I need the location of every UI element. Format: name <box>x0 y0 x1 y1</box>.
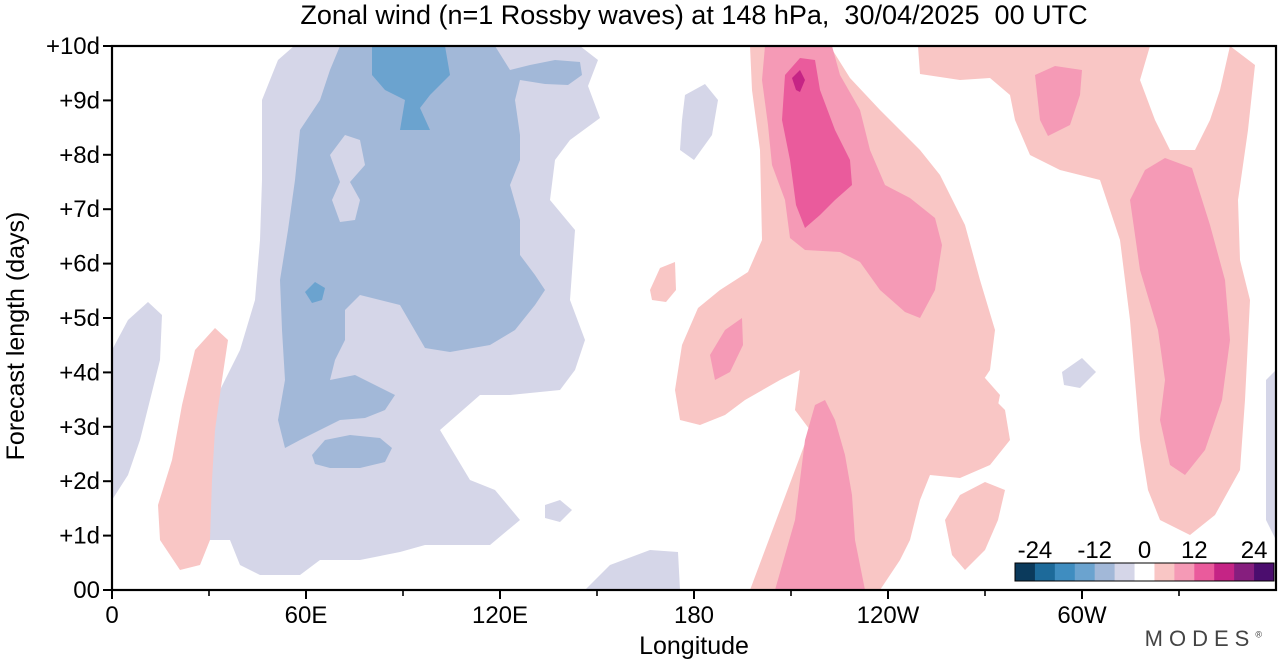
x-axis-label: Longitude <box>639 632 749 660</box>
contour-pos-8-east-b <box>1130 158 1230 475</box>
contour-neg-4-west <box>112 302 162 500</box>
colorbar-swatch <box>1074 563 1096 581</box>
contour-pos-4-island-b <box>930 378 1000 430</box>
axes: 0 60E 120E 180 120W 60W 00 +1d +2d +3d +4d +5d +6d +7… <box>46 33 1180 629</box>
y-tick-label: +1d <box>59 523 100 550</box>
contour-pos-8-east-a <box>1035 66 1082 136</box>
colorbar-swatch <box>1134 563 1155 581</box>
y-tick-label: +8d <box>59 142 100 169</box>
contour-neg-4-small-d <box>1062 358 1096 388</box>
contour-neg-4-hole-a <box>330 135 365 222</box>
contour-pos-4-main <box>675 46 1010 590</box>
colorbar-swatch <box>1094 563 1116 581</box>
colorbar-swatch <box>1054 563 1076 581</box>
contour-neg-12-small <box>305 282 325 303</box>
y-tick-label: 00 <box>73 577 100 604</box>
y-tick-label: +5d <box>59 305 100 332</box>
contour-zero-hole <box>1140 46 1230 150</box>
x-tick-label: 0 <box>105 602 118 629</box>
x-tick-label: 180 <box>674 602 714 629</box>
colorbar-swatch <box>1015 563 1036 581</box>
contour-pos-4-island-a <box>650 262 676 302</box>
colorbar-label: 12 <box>1181 537 1208 564</box>
contour-pos-4-west <box>158 328 228 570</box>
colorbar-label: -12 <box>1077 537 1112 564</box>
colorbar-swatch <box>1114 563 1136 581</box>
contour-neg-4-small-a <box>680 84 718 160</box>
x-tick-label: 120E <box>472 602 528 629</box>
colorbar-swatch <box>1194 563 1215 581</box>
contour-neg-4-east <box>1266 370 1276 540</box>
colorbar-swatch <box>1034 563 1056 581</box>
y-tick-label: +4d <box>59 359 100 386</box>
y-tick-label: +9d <box>59 87 100 114</box>
contour-neg-4-hole-b <box>385 338 420 352</box>
x-tick-label: 120W <box>857 602 920 629</box>
contour-pos-16-core <box>792 70 805 92</box>
contour-pos-12-core <box>782 58 852 228</box>
contour-pos-8-small-a <box>710 318 743 380</box>
contour-neg-8-lower <box>312 435 392 468</box>
colorbar-swatch <box>1154 563 1175 581</box>
modes-logo: MODES® <box>1144 626 1262 651</box>
y-tick-label: +7d <box>59 196 100 223</box>
x-tick-label: 60W <box>1057 602 1107 629</box>
y-tick-label: +2d <box>59 468 100 495</box>
colorbar-label: 24 <box>1241 537 1268 564</box>
chart-title: Zonal wind (n=1 Rossby waves) at 148 hPa… <box>300 0 1088 30</box>
colorbar-legend: -24 -12 0 12 24 <box>1014 537 1275 582</box>
x-tick-label: 60E <box>285 602 328 629</box>
y-tick-label: +6d <box>59 251 100 278</box>
y-tick-label: +10d <box>46 33 100 60</box>
contour-neg-4-small-b <box>545 500 572 522</box>
colorbar-swatch <box>1254 563 1275 581</box>
colorbar-swatch <box>1174 563 1195 581</box>
contour-neg-4-small-c <box>585 550 680 590</box>
y-tick-label: +3d <box>59 414 100 441</box>
colorbar-label: -24 <box>1018 537 1053 564</box>
colorbar-swatch <box>1234 563 1255 581</box>
colorbar-swatch <box>1214 563 1235 581</box>
contour-pos-4-island-c <box>945 482 1005 570</box>
colorbar-label: 0 <box>1138 537 1151 564</box>
contour-pos-8-lower <box>775 400 865 590</box>
contour-fills <box>112 46 1276 590</box>
contour-neg-12-top <box>372 46 450 130</box>
colorbar-frame <box>1014 562 1275 582</box>
